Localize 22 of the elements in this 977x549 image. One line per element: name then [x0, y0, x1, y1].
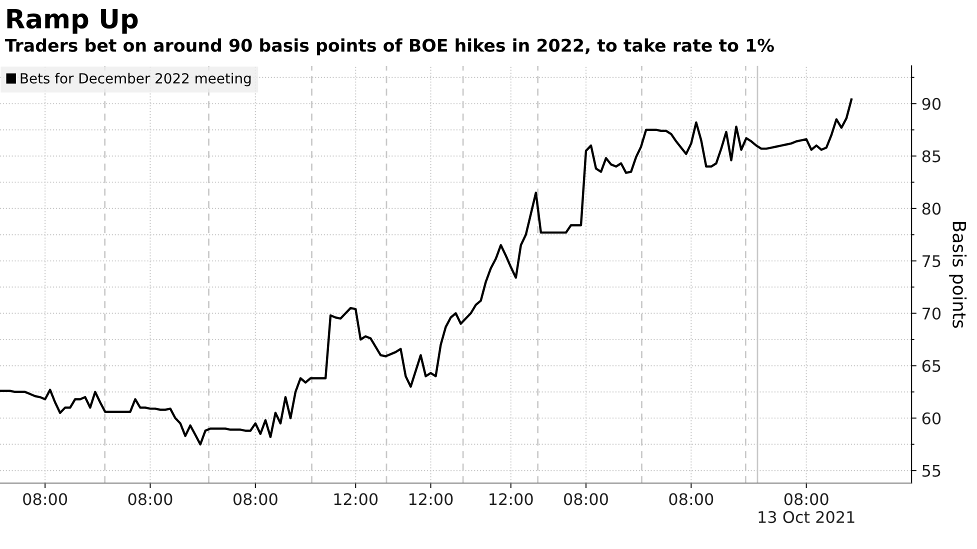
x-tick-label: 12:00 [409, 493, 453, 506]
x-tick-label: 08:00 [128, 493, 172, 506]
x-tick-label: 08:00 [564, 493, 608, 506]
legend-label: Bets for December 2022 meeting [20, 72, 251, 86]
x-tick-label: 12:00 [490, 493, 533, 506]
chart-subtitle: Traders bet on around 90 basis points of BOE hikes in 2022, to take rate to 1% [4, 38, 774, 56]
y-tick-label: 75 [922, 255, 940, 268]
x-tick-label: 08:00 [233, 493, 278, 506]
x-tick-label: 08:00 13 Oct 2021 [758, 493, 854, 524]
x-tick-label: 08:00 [23, 493, 68, 506]
line-series [0, 98, 853, 446]
chart-title: Ramp Up [7, 9, 138, 34]
y-tick-label: 80 [922, 202, 941, 215]
y-tick-label: 60 [922, 412, 941, 424]
y-axis-title: Basis points [949, 222, 967, 328]
x-tick-label: 08:00 [669, 493, 714, 506]
y-tick-label: 55 [922, 464, 940, 477]
y-tick-label: 85 [922, 150, 940, 162]
y-tick-label: 90 [922, 98, 941, 110]
x-tick-label: 12:00 [334, 493, 378, 506]
y-tick-label: 65 [922, 360, 940, 372]
y-tick-label: 70 [922, 308, 941, 320]
